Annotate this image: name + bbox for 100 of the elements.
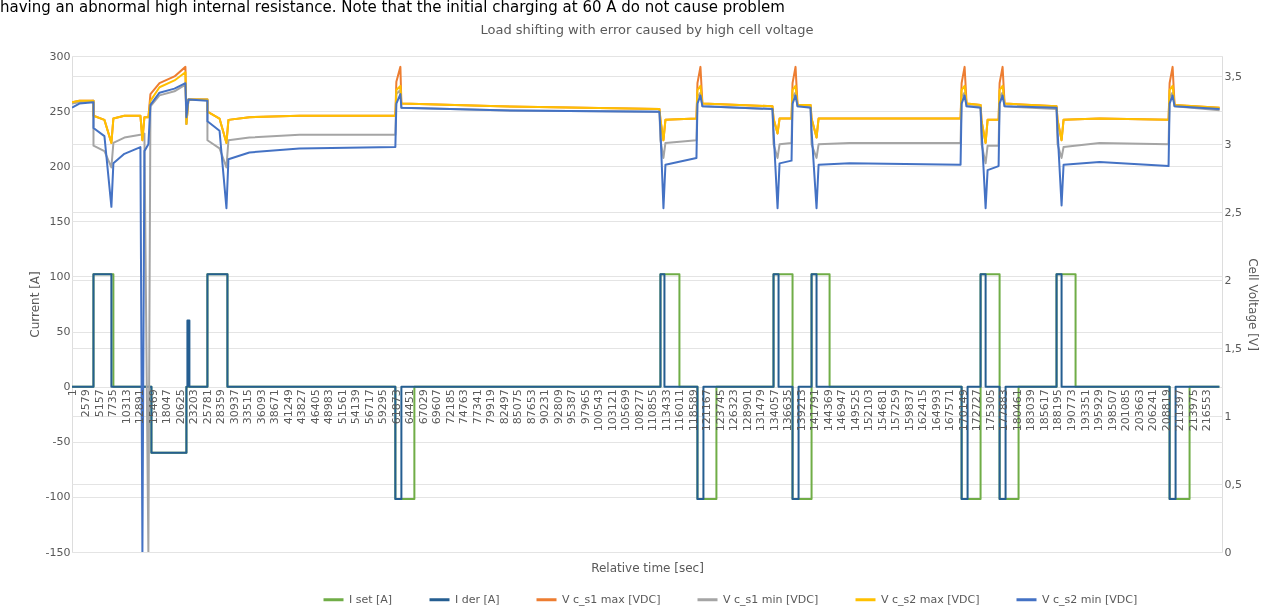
x-tick-label: 113433 <box>659 389 673 432</box>
chart-title: Load shifting with error caused by high cell voltage <box>480 22 814 37</box>
legend-label: V c_s2 max [VDC] <box>881 592 980 606</box>
x-tick-label: 177883 <box>997 389 1011 432</box>
x-tick-label: 208819 <box>1159 389 1173 432</box>
x-tick-label: 170149 <box>956 389 970 432</box>
x-tick-label: 121167 <box>700 389 714 432</box>
y-tick-label: 250 <box>49 104 71 118</box>
x-tick-label: 30937 <box>227 389 241 425</box>
y-tick-label: 300 <box>49 49 71 63</box>
x-tick-label: 190773 <box>1064 389 1078 432</box>
x-tick-label: 74763 <box>457 389 471 425</box>
x-tick-label: 77341 <box>470 389 484 425</box>
x-tick-label: 59295 <box>376 389 390 425</box>
x-tick-label: 152103 <box>862 389 876 432</box>
x-tick-label: 51561 <box>335 389 349 425</box>
x-tick-label: 20625 <box>173 389 187 425</box>
x-tick-label: 185617 <box>1037 389 1051 432</box>
x-tick-label: 203663 <box>1132 389 1146 432</box>
y2-tick-label: 2,5 <box>1224 205 1242 219</box>
x-tick-label: 28359 <box>214 389 228 425</box>
x-tick-label: 164993 <box>929 389 943 432</box>
x-tick-label: 61873 <box>389 389 403 425</box>
legend-label: V c_s1 max [VDC] <box>562 592 661 606</box>
y2-tick-label: 3,5 <box>1224 69 1242 83</box>
x-tick-label: 85075 <box>511 389 525 425</box>
y-tick-label: -150 <box>45 545 71 559</box>
x-tick-label: 10313 <box>119 389 133 425</box>
x-tick-label: 41249 <box>281 389 295 425</box>
y-tick-label: 100 <box>49 269 71 283</box>
x-tick-label: 198507 <box>1105 389 1119 432</box>
y-tick-label: 150 <box>49 214 71 228</box>
x-tick-label: 1 <box>65 389 79 397</box>
x-tick-label: 90231 <box>538 389 552 425</box>
x-tick-label: 18047 <box>160 389 174 425</box>
x-tick-label: 162415 <box>916 389 930 432</box>
x-tick-label: 48983 <box>322 389 336 425</box>
x-tick-label: 159837 <box>902 389 916 432</box>
x-tick-label: 38671 <box>268 389 282 425</box>
x-tick-label: 95387 <box>565 389 579 425</box>
x-tick-label: 23203 <box>187 389 201 425</box>
x-tick-label: 154681 <box>875 389 889 432</box>
x-tick-label: 56717 <box>362 389 376 425</box>
x-tick-label: 139213 <box>794 389 808 432</box>
y2-tick-label: 1,5 <box>1224 341 1242 355</box>
x-tick-label: 206241 <box>1146 389 1160 432</box>
x-tick-label: 193351 <box>1078 389 1092 432</box>
x-tick-label: 64451 <box>403 389 417 425</box>
x-tick-label: 123745 <box>713 389 727 432</box>
x-axis-title: Relative time [sec] <box>591 560 704 575</box>
y2-tick-label: 0 <box>1224 545 1232 559</box>
x-tick-label: 180461 <box>1010 389 1024 432</box>
x-tick-label: 118589 <box>686 389 700 432</box>
x-tick-label: 92809 <box>551 389 565 425</box>
x-tick-label: 108277 <box>632 389 646 432</box>
x-tick-label: 136635 <box>781 389 795 432</box>
y2-tick-label: 3 <box>1224 137 1232 151</box>
x-tick-label: 97965 <box>578 389 592 425</box>
x-tick-label: 54139 <box>349 389 363 425</box>
x-tick-label: 175305 <box>983 389 997 432</box>
x-tick-label: 15469 <box>146 389 160 425</box>
x-tick-label: 188195 <box>1051 389 1065 432</box>
y-tick-label: -50 <box>52 435 71 449</box>
x-tick-label: 213975 <box>1186 389 1200 432</box>
x-tick-label: 146947 <box>835 389 849 432</box>
x-tick-label: 201085 <box>1119 389 1133 432</box>
y-tick-label: 200 <box>49 159 71 173</box>
x-tick-label: 105699 <box>619 389 633 432</box>
x-tick-label: 87653 <box>524 389 538 425</box>
x-tick-label: 216553 <box>1200 389 1214 432</box>
y2-tick-label: 0,5 <box>1224 477 1242 491</box>
x-tick-label: 211397 <box>1173 389 1187 432</box>
x-tick-label: 100543 <box>592 389 606 432</box>
x-tick-label: 72185 <box>443 389 457 425</box>
y-tick-label: -100 <box>45 490 71 504</box>
legend-label: I set [A] <box>349 592 393 606</box>
x-tick-label: 67029 <box>416 389 430 425</box>
y-tick-label: 50 <box>56 325 71 339</box>
x-tick-label: 144369 <box>821 389 835 432</box>
y2-tick-label: 2 <box>1224 273 1232 287</box>
x-tick-label: 25781 <box>200 389 214 425</box>
legend-label: I der [A] <box>455 592 500 606</box>
x-tick-label: 46405 <box>308 389 322 425</box>
x-tick-label: 128901 <box>740 389 754 432</box>
x-tick-label: 7735 <box>106 389 120 418</box>
x-tick-label: 82497 <box>497 389 511 425</box>
x-tick-label: 110855 <box>646 389 660 432</box>
x-tick-label: 131479 <box>754 389 768 432</box>
legend-label: V c_s2 min [VDC] <box>1042 592 1138 606</box>
y-axis-title: Current [A] <box>27 271 42 338</box>
x-tick-label: 36093 <box>254 389 268 425</box>
x-tick-label: 195929 <box>1092 389 1106 432</box>
y2-axis-title: Cell Voltage [V] <box>1245 258 1260 351</box>
x-tick-label: 183039 <box>1024 389 1038 432</box>
x-tick-label: 33515 <box>241 389 255 425</box>
x-tick-label: 172727 <box>970 389 984 432</box>
x-tick-label: 69607 <box>430 389 444 425</box>
text: having an abnormal high internal resistance. Note that the initial charging at 60 A do not cause problem <box>0 0 785 16</box>
x-tick-label: 116011 <box>673 389 687 432</box>
x-tick-label: 103121 <box>605 389 619 432</box>
